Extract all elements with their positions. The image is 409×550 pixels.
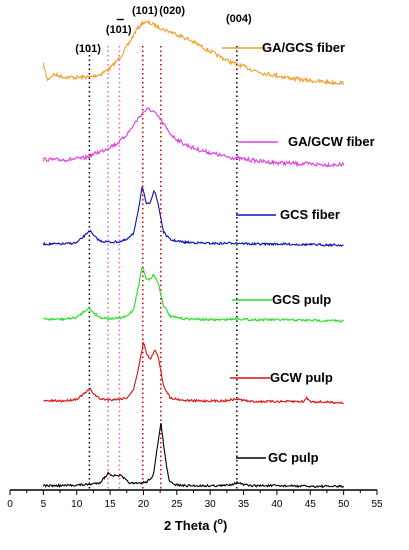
series-layer (42, 19, 345, 489)
x-axis: 0 5 10 15 20 25 30 35 40 45 50 55 (7, 489, 383, 510)
x-axis-title: 2 Theta (o) (164, 516, 227, 533)
x-tick-label: 40 (271, 499, 283, 510)
x-axis-title-close: ) (223, 518, 227, 533)
x-tick-label: 10 (71, 499, 83, 510)
x-tick-label: 45 (305, 499, 317, 510)
x-tick-label: 35 (238, 499, 250, 510)
legend-label: GCW pulp (270, 370, 333, 385)
legend-layer: GA/GCS fiber GA/GCW fiber GCS fiber GCS pul… (222, 40, 375, 465)
x-tick-label: 50 (338, 499, 350, 510)
peak-label: (101) (132, 5, 158, 17)
x-tick-label: 20 (138, 499, 150, 510)
x-tick-label: 55 (371, 499, 383, 510)
peak-labels: (101)(101)(101) (020)(004) (75, 5, 252, 55)
peak-label: (101) (106, 24, 132, 36)
x-axis-title-superscript: o (217, 516, 223, 526)
legend-label: GCS fiber (280, 207, 340, 222)
series-line (43, 341, 344, 405)
series-line (43, 266, 344, 323)
peak-label: (101) (75, 43, 101, 55)
x-tick-label: 5 (41, 499, 47, 510)
x-tick-label: 15 (105, 499, 117, 510)
x-tick-label: 30 (205, 499, 217, 510)
series-line (42, 19, 345, 86)
legend-label: GA/GCW fiber (288, 134, 375, 149)
series-line (42, 107, 345, 168)
peak-label: (004) (226, 13, 252, 25)
legend-label: GCS pulp (272, 292, 331, 307)
x-tick-label: 0 (7, 499, 13, 510)
x-axis-title-text: 2 Theta ( (164, 518, 218, 533)
legend-label: GC pulp (268, 450, 319, 465)
series-line (42, 422, 345, 489)
x-tick-label: 25 (171, 499, 183, 510)
series-line (42, 186, 344, 248)
legend-label: GA/GCS fiber (262, 40, 345, 55)
reference-lines (88, 46, 238, 490)
peak-label: (020) (159, 5, 185, 17)
